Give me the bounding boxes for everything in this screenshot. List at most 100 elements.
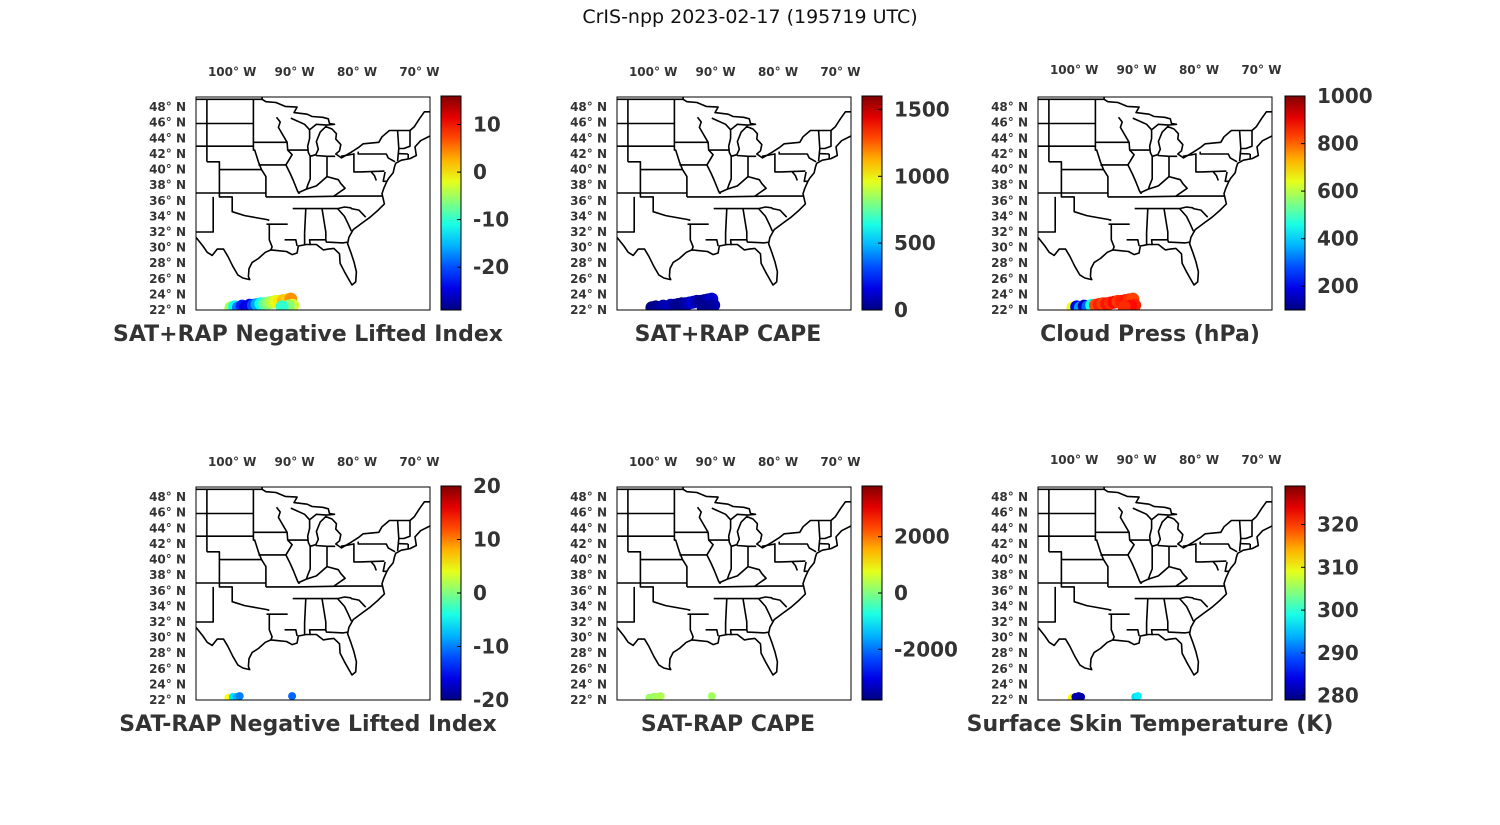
colorbar-tick-label: -10 — [473, 635, 509, 659]
state-border — [1094, 489, 1109, 587]
state-border — [1126, 239, 1140, 247]
state-border — [1240, 520, 1253, 540]
state-border — [1179, 208, 1195, 232]
colorbar: 320 310 300 290 280 — [1284, 485, 1359, 708]
data-point — [656, 692, 665, 700]
longitude-tick-label: 70° W — [1241, 453, 1281, 467]
state-border — [252, 99, 267, 197]
state-border — [1138, 585, 1225, 588]
state-border — [290, 507, 311, 521]
state-border — [396, 520, 400, 552]
latitude-tick-label: 44° N — [570, 521, 607, 535]
colorbar-tick-label: 0 — [473, 160, 487, 184]
state-border — [196, 525, 430, 676]
state-border — [275, 506, 301, 585]
latitude-tick-label: 36° N — [991, 584, 1028, 598]
state-border — [315, 544, 336, 548]
latitude-tick-label: 40° N — [991, 163, 1028, 177]
latitude-tick-label: 26° N — [991, 272, 1028, 286]
state-border — [817, 130, 821, 162]
latitude-tick-label: 34° N — [570, 599, 607, 613]
latitude-tick-label: 26° N — [570, 272, 607, 286]
latitude-tick-label: 48° N — [991, 490, 1028, 504]
latitude-tick-label: 42° N — [149, 147, 186, 161]
latitude-tick-label: 34° N — [570, 209, 607, 223]
state-border — [758, 598, 774, 622]
map-panel: 100° W 90° W 80° W 70° W 48° N 46° N44° N 42° … — [113, 65, 509, 347]
state-border — [1157, 154, 1178, 158]
colorbar-tick-label: 600 — [1317, 179, 1359, 203]
colorbar-tick-label: 10 — [473, 528, 501, 552]
latitude-tick-label: 24° N — [991, 677, 1028, 691]
state-border — [218, 169, 270, 222]
latitude-tick-label: 22° N — [570, 693, 607, 707]
state-border — [696, 116, 722, 195]
latitude-tick-label: 26° N — [149, 662, 186, 676]
longitude-tick-label: 70° W — [1241, 63, 1281, 77]
state-border — [206, 161, 262, 171]
longitude-tick-label: 80° W — [337, 65, 377, 79]
state-border — [726, 546, 732, 580]
map-linework — [196, 97, 430, 310]
state-border — [292, 206, 367, 218]
state-border — [819, 520, 832, 540]
latitude-tick-label: 46° N — [570, 116, 607, 130]
state-border — [1182, 153, 1197, 158]
map-linework — [1038, 97, 1272, 310]
state-border — [817, 520, 821, 552]
state-border — [340, 543, 355, 548]
state-border — [297, 565, 346, 587]
colorbar-tick-label: 2000 — [894, 525, 950, 549]
latitude-tick-label: 42° N — [570, 147, 607, 161]
state-border — [284, 629, 298, 637]
state-border — [1060, 169, 1112, 222]
longitude-tick-label: 90° W — [275, 65, 315, 79]
latitude-tick-label: 40° N — [570, 163, 607, 177]
colorbar-tick-label: 310 — [1317, 555, 1359, 579]
longitude-tick-label: 90° W — [696, 455, 736, 469]
state-border — [778, 541, 817, 553]
state-border — [1195, 543, 1227, 563]
state-border — [1212, 561, 1220, 571]
latitude-tick-label: 22° N — [570, 303, 607, 317]
latitude-tick-label: 36° N — [149, 584, 186, 598]
longitude-tick-label: 100° W — [1050, 453, 1098, 467]
latitude-tick-label: 38° N — [570, 568, 607, 582]
state-border — [206, 551, 262, 561]
state-border — [791, 561, 799, 571]
state-border — [1147, 546, 1153, 580]
colorbar: 2000 0 -2000 — [861, 485, 958, 701]
state-border — [1238, 520, 1242, 552]
colorbar-tick-label: 0 — [473, 581, 487, 605]
latitude-tick-label: 26° N — [149, 272, 186, 286]
state-border — [617, 196, 635, 233]
latitude-tick-label: 38° N — [991, 178, 1028, 192]
state-border — [382, 561, 387, 573]
longitude-tick-label: 70° W — [820, 65, 860, 79]
latitude-tick-label: 46° N — [991, 116, 1028, 130]
state-border — [803, 561, 808, 573]
latitude-tick-label: 38° N — [570, 178, 607, 192]
state-border — [1138, 195, 1225, 198]
state-border — [736, 154, 757, 158]
latitude-tick-label: 34° N — [991, 599, 1028, 613]
state-border — [627, 161, 683, 171]
state-border — [357, 151, 396, 163]
latitude-tick-label: 30° N — [991, 631, 1028, 645]
state-border — [724, 208, 728, 245]
state-border — [296, 195, 383, 198]
state-border — [296, 585, 383, 588]
longitude-tick-label: 70° W — [820, 455, 860, 469]
state-border — [746, 629, 769, 634]
data-point — [707, 692, 716, 700]
latitude-tick-label: 38° N — [991, 568, 1028, 582]
state-border — [1038, 586, 1056, 623]
latitude-tick-label: 30° N — [149, 241, 186, 255]
state-border — [290, 117, 311, 131]
longitude-tick-label: 100° W — [629, 455, 677, 469]
latitude-tick-label: 36° N — [991, 194, 1028, 208]
state-border — [396, 130, 400, 162]
panel-label: SAT-RAP CAPE — [641, 712, 815, 737]
colorbar-gradient — [1284, 95, 1306, 311]
latitude-tick-label: 26° N — [991, 662, 1028, 676]
